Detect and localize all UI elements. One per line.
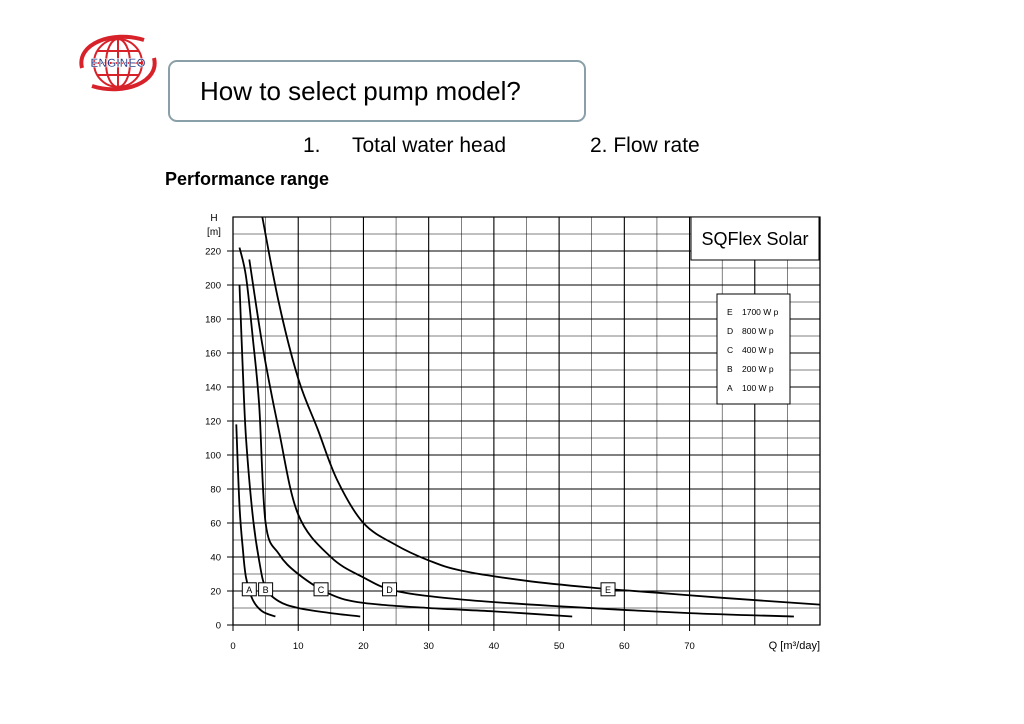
y-tick-label: 40 — [210, 553, 221, 564]
curve-label-box — [258, 582, 274, 597]
x-tick-label: 40 — [489, 641, 500, 652]
curve-label-box — [382, 582, 398, 597]
curve-label-text: D — [386, 585, 393, 595]
curve-label-text: C — [318, 585, 325, 595]
curve-label-d: D — [382, 582, 398, 597]
x-tick-label: 10 — [293, 641, 304, 652]
performance-chart: 0 20 40 60 80 100 120 140 160 180 200 220 0 10 20 30 40 5… — [205, 213, 821, 652]
legend-letter: C — [727, 345, 733, 355]
curve-label-text: A — [246, 585, 252, 595]
y-tick-label: 80 — [210, 485, 221, 496]
series-line-c — [238, 247, 573, 618]
y-tick-label: 180 — [205, 315, 221, 326]
chart-axes: 0 20 40 60 80 100 120 140 160 180 200 220 0 10 20 30 40 5… — [205, 216, 821, 652]
legend-letter: B — [727, 364, 733, 374]
logo-text: ENGINEO — [90, 56, 145, 70]
legend-text: 400 W p — [742, 345, 774, 355]
y-tick-label: 120 — [205, 417, 221, 428]
curve-label-c: C — [313, 582, 329, 597]
curve-label-e: E — [600, 582, 616, 597]
chart-series — [235, 216, 821, 618]
performance-range-heading: Performance range — [165, 169, 330, 189]
slide-title: How to select pump model? — [200, 75, 521, 106]
engineo-logo: ENGINEO — [79, 34, 157, 92]
legend-text: 200 W p — [742, 364, 774, 374]
x-tick-label: 60 — [619, 641, 630, 652]
x-axis-label: Q [m³/day] — [769, 640, 820, 652]
legend-letter: D — [727, 326, 733, 336]
curve-label-a: A — [241, 582, 257, 597]
legend-letter: A — [727, 383, 733, 393]
legend-text: 100 W p — [742, 383, 774, 393]
series-line-a — [235, 424, 276, 618]
y-axis-label-unit: [m] — [207, 227, 221, 238]
y-tick-label: 220 — [205, 247, 221, 258]
y-tick-label: 0 — [216, 621, 221, 632]
legend-text: 1700 W p — [742, 307, 779, 317]
x-tick-label: 70 — [684, 641, 695, 652]
title-box: How to select pump model? — [168, 60, 586, 122]
chart-title-box: SQFlex Solar — [690, 216, 820, 261]
x-tick-label: 20 — [358, 641, 369, 652]
y-axis-label-h: H — [210, 213, 217, 224]
chart-legend: E 1700 W p D 800 W p C 400 W p B 200 W p A 100 W … — [716, 293, 791, 405]
x-tick-label: 50 — [554, 641, 565, 652]
legend-letter: E — [727, 307, 733, 317]
curve-label-text: B — [263, 585, 269, 595]
chart-grid — [232, 216, 821, 626]
legend-text: 800 W p — [742, 326, 774, 336]
series-line-d — [248, 259, 794, 618]
curve-label-b: B — [258, 582, 274, 597]
criteria-item-total-water-head: Total water head — [352, 134, 507, 157]
criteria-item-flow-rate: 2. Flow rate — [590, 134, 700, 157]
y-tick-label: 140 — [205, 383, 221, 394]
series-line-e — [261, 216, 821, 606]
swoosh-icon — [79, 34, 145, 69]
chart-curve-labels: A B C D E — [241, 582, 616, 597]
y-tick-label: 60 — [210, 519, 221, 530]
curve-label-box — [241, 582, 257, 597]
x-tick-label: 30 — [423, 641, 434, 652]
y-tick-label: 200 — [205, 281, 221, 292]
criteria-list: 1. Total water head 2. Flow rate — [0, 134, 1024, 162]
globe-icon — [93, 38, 143, 88]
x-tick-label: 0 — [230, 641, 235, 652]
criteria-number-1: 1. — [303, 134, 321, 157]
curve-label-box — [600, 582, 616, 597]
curve-label-box — [313, 582, 329, 597]
y-tick-label: 20 — [210, 587, 221, 598]
series-line-b — [238, 284, 361, 618]
curve-label-text: E — [605, 585, 611, 595]
y-tick-label: 160 — [205, 349, 221, 360]
y-tick-label: 100 — [205, 451, 221, 462]
chart-title: SQFlex Solar — [701, 229, 808, 249]
